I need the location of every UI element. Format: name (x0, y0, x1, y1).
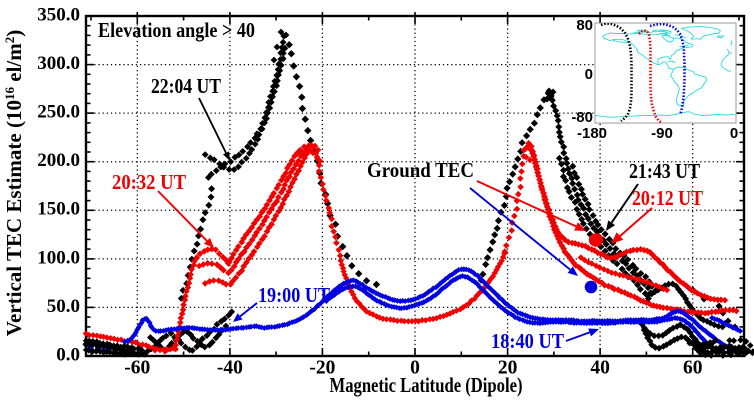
svg-text:50.0: 50.0 (47, 296, 80, 317)
svg-text:0.0: 0.0 (56, 344, 80, 365)
svg-text:-90: -90 (651, 125, 673, 142)
svg-text:80: 80 (576, 17, 593, 34)
svg-text:Magnetic Latitude (Dipole): Magnetic Latitude (Dipole) (330, 373, 523, 397)
svg-text:350.0: 350.0 (37, 4, 80, 25)
svg-text:250.0: 250.0 (37, 102, 80, 123)
svg-text:0: 0 (585, 66, 593, 83)
svg-text:-20: -20 (309, 358, 335, 379)
svg-text:-80: -80 (571, 109, 593, 126)
svg-text:Elevation angle > 40: Elevation angle > 40 (98, 18, 255, 42)
svg-text:60: 60 (683, 358, 703, 379)
svg-text:-180: -180 (577, 125, 607, 142)
svg-text:300.0: 300.0 (37, 53, 80, 74)
svg-text:20: 20 (498, 358, 518, 379)
svg-text:20:32 UT: 20:32 UT (112, 170, 186, 194)
svg-text:0: 0 (730, 125, 738, 142)
svg-text:19:00 UT: 19:00 UT (258, 283, 330, 307)
svg-text:0: 0 (410, 358, 420, 379)
svg-text:-40: -40 (217, 358, 243, 379)
svg-text:150.0: 150.0 (37, 199, 80, 220)
svg-text:40: 40 (590, 358, 610, 379)
svg-text:20:12 UT: 20:12 UT (632, 186, 703, 210)
svg-text:Vertical TEC Estimate (1016 el: Vertical TEC Estimate (1016 el/m2) (2, 30, 26, 336)
svg-text:18:40 UT: 18:40 UT (491, 329, 564, 353)
svg-text:Ground TEC: Ground TEC (367, 158, 474, 182)
svg-text:22:04 UT: 22:04 UT (151, 74, 221, 98)
svg-text:100.0: 100.0 (37, 247, 80, 268)
svg-text:21:43 UT: 21:43 UT (629, 159, 700, 183)
svg-text:200.0: 200.0 (37, 150, 80, 171)
svg-text:-60: -60 (124, 358, 150, 379)
